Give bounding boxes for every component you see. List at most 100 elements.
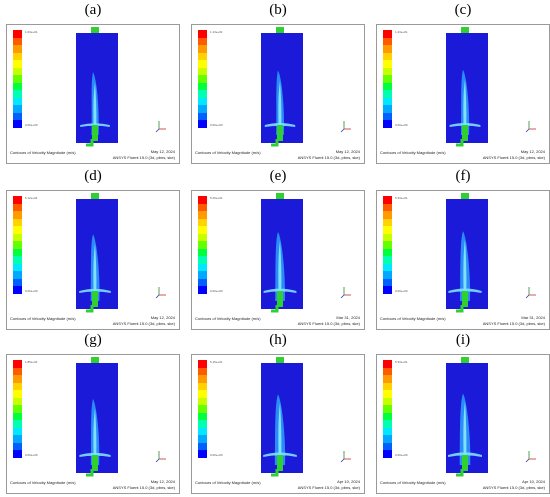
outlet-tab [276,27,284,34]
caption-date: May 12, 2024 [150,149,175,154]
legend-min-label: 0.00e+00 [25,453,38,457]
contour-plot: 1.23e+01 0.00e+00 [376,24,550,149]
panel-4: (d) 5.12e+01 0.00e+00 Contours of Velocity … [4,166,182,332]
legend-swatch [383,67,392,76]
axis-z-line [155,458,160,463]
outlet-tab [276,357,284,364]
jet-core [93,83,97,135]
legend-min-label: 0.00e+00 [395,453,408,457]
color-legend [383,196,392,294]
legend-swatch [383,52,392,61]
legend-swatch [13,52,22,61]
outlet-tab [276,193,284,200]
caption-date: May 12, 2024 [150,315,175,320]
jet-core [463,402,467,465]
legend-swatch [198,256,207,264]
legend-swatch [13,75,22,83]
contour-plot: 5.26e+01 0.00e+00 [191,190,365,315]
legend-swatch [198,90,207,98]
legend-swatch [198,211,207,219]
legend-swatch [13,218,22,227]
contour-plot: 5.33e+01 0.00e+00 [376,190,550,315]
legend-swatch [383,397,392,406]
spray-band [448,452,482,457]
legend-swatch [383,263,392,272]
panel-label: (g) [84,332,102,348]
caption-title: Contours of Velocity Magnitude (m/s) [10,150,76,155]
plot-caption: Contours of Velocity Magnitude (m/s) Mar … [376,314,550,330]
panel-7: (g) 1.85e+01 0.00e+00 Contours of Velocity … [4,330,182,496]
legend-swatch [198,390,207,398]
panel-5: (e) 5.26e+01 0.00e+00 Contours of Velocity … [189,166,367,332]
axes-triad [155,121,166,133]
velocity-contour [76,193,166,313]
legend-swatch [13,105,22,113]
nozzle [277,455,283,471]
legend-ticks: 1.13e+01 0.00e+00 [210,30,236,128]
legend-ticks: 5.26e+01 0.00e+00 [210,196,236,294]
legend-swatch [13,435,22,443]
axis-z-line [340,128,345,133]
legend-swatch [198,367,207,376]
legend-swatch [13,60,22,68]
velocity-contour [446,193,536,313]
legend-max-label: 5.15e+01 [210,360,223,364]
legend-ticks: 1.85e+01 0.00e+00 [25,360,51,458]
legend-swatch [198,435,207,443]
legend-swatch [383,405,392,413]
legend-swatch [13,263,22,272]
legend-swatch [383,382,392,391]
caption-title: Contours of Velocity Magnitude (m/s) [380,150,446,155]
axis-z-line [155,128,160,133]
legend-swatch [383,90,392,98]
contour-plot: 5.33e+01 0.00e+00 [376,354,550,479]
caption-software: ANSYS Fluent 15.0 (3d, pbns, ske) [482,321,545,326]
inlet-pipe [271,469,279,477]
axis-z-line [155,294,160,299]
panel-label: (e) [269,168,287,184]
legend-swatch [383,45,392,53]
legend-swatch [198,226,207,234]
jet-core [463,240,467,301]
caption-software: ANSYS Fluent 15.0 (3d, pbns, ske) [112,321,175,326]
caption-software: ANSYS Fluent 15.0 (3d, pbns, ske) [297,155,360,160]
legend-swatch [13,405,22,413]
legend-swatch [13,233,22,242]
legend-swatch [383,375,392,383]
legend-swatch [198,196,207,204]
legend-swatch [383,112,392,121]
legend-swatch [383,105,392,113]
panel-label: (b) [269,2,287,18]
legend-min-label: 0.00e+00 [395,123,408,127]
legend-swatch [13,203,22,212]
legend-swatch [383,420,392,428]
caption-software: ANSYS Fluent 15.0 (3d, pbns, ske) [112,155,175,160]
legend-swatch [198,442,207,451]
legend-swatch [13,248,22,257]
inlet-pipe [86,305,94,313]
legend-swatch [13,450,22,458]
legend-swatch [198,412,207,421]
plot-caption: Contours of Velocity Magnitude (m/s) May … [6,314,180,330]
legend-swatch [13,97,22,106]
outlet-tab [91,357,99,364]
spray-band [448,288,482,293]
legend-swatch [198,218,207,227]
legend-swatch [383,60,392,68]
color-legend [198,360,207,458]
legend-swatch [198,420,207,428]
legend-swatch [383,286,392,294]
legend-swatch [198,375,207,383]
legend-swatch [198,112,207,121]
legend-swatch [198,382,207,391]
legend-max-label: 5.26e+01 [210,196,223,200]
legend-swatch [383,30,392,38]
legend-swatch [198,120,207,128]
nozzle [462,291,468,307]
spray-band [79,288,111,293]
velocity-contour [446,357,536,477]
outlet-tab [461,193,469,200]
legend-swatch [198,278,207,287]
color-legend [198,196,207,294]
